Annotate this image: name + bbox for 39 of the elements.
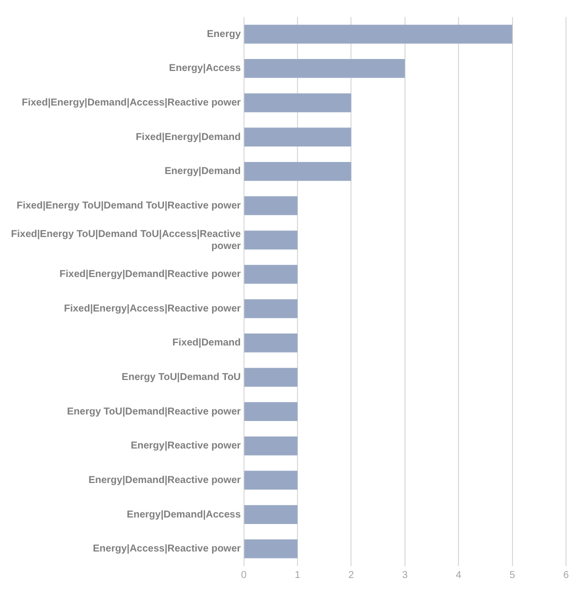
y-tick-label: Fixed|Demand [172,338,241,349]
bar [244,505,298,524]
x-tick-label: 4 [456,570,462,581]
x-tick-label: 5 [510,570,516,581]
bar [244,368,298,387]
y-tick-label: Fixed|Energy|Demand|Reactive power [60,269,241,280]
y-tick-label: Energy|Reactive power [130,440,241,452]
x-tick-label: 0 [241,570,247,581]
bar [244,24,512,44]
bar [244,402,298,422]
bar [244,264,298,284]
y-tick-label: Energy|Demand|Reactive power [88,474,241,486]
bar [244,470,298,490]
x-tick-label: 1 [294,570,301,581]
bar [244,436,298,456]
y-tick-label: Fixed|Energy ToU|Demand ToU|Access|Reactive power [11,228,242,252]
y-tick-label: Energy ToU|Demand|Reactive power [66,406,241,418]
y-tick-label: Energy|Access [169,63,242,74]
y-tick-label: Energy ToU|Demand ToU [122,372,241,384]
y-tick-label: Energy|Demand|Access [126,509,242,520]
y-tick-label: Fixed|Energy|Access|Reactive power [64,303,241,314]
bar [244,539,298,558]
bar [244,334,298,352]
y-tick-label: Fixed|Energy|Demand|Access|Reactive power [22,98,241,109]
bar [244,196,298,216]
x-tick-label: 6 [563,570,570,581]
y-tick-label: Energy|Access|Reactive power [92,544,241,555]
bar [244,93,352,112]
bar [244,128,352,147]
x-tick-label: 3 [402,570,408,581]
bar [244,59,405,78]
x-tick-label: 2 [348,570,354,581]
bar [244,230,298,250]
y-tick-label: Energy|Demand [164,166,241,178]
y-tick-label: Energy [206,28,242,40]
bar [244,162,352,181]
bar [244,299,298,318]
y-tick-label: Fixed|Energy|Demand [136,132,241,143]
y-tick-label: Fixed|Energy ToU|Demand ToU|Reactive power [16,200,241,212]
